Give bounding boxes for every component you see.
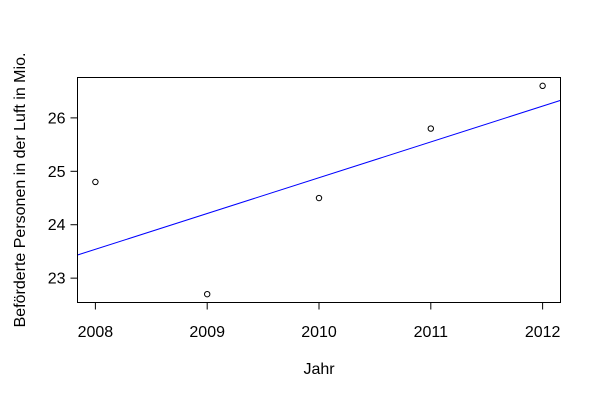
x-tick-label: 2011 [414, 324, 449, 341]
data-point [315, 194, 323, 202]
data-point [539, 82, 546, 90]
data-point [92, 178, 99, 186]
y-tick-label: 24 [48, 217, 66, 234]
x-tick-label: 2009 [189, 324, 225, 341]
y-tick-label: 26 [48, 110, 66, 127]
y-tick-label: 23 [48, 271, 66, 288]
x-tick-label: 2008 [78, 324, 114, 341]
axes-layer: 2008 2009 2010 2011 2012 23 24 25 26 [48, 77, 561, 341]
regression-line [77, 99, 561, 256]
data-points-layer [92, 82, 546, 298]
x-tick-label: 2012 [525, 324, 561, 341]
y-tick-label: 25 [48, 164, 66, 181]
data-point [427, 125, 435, 132]
y-axis-label: Beförderte Personen in der Luft in Mio. [12, 53, 29, 328]
x-axis-label: Jahr [303, 361, 335, 378]
plot-border [77, 77, 561, 303]
data-point [203, 290, 211, 298]
x-tick-label: 2010 [301, 324, 337, 341]
trend-line-layer [77, 99, 561, 256]
